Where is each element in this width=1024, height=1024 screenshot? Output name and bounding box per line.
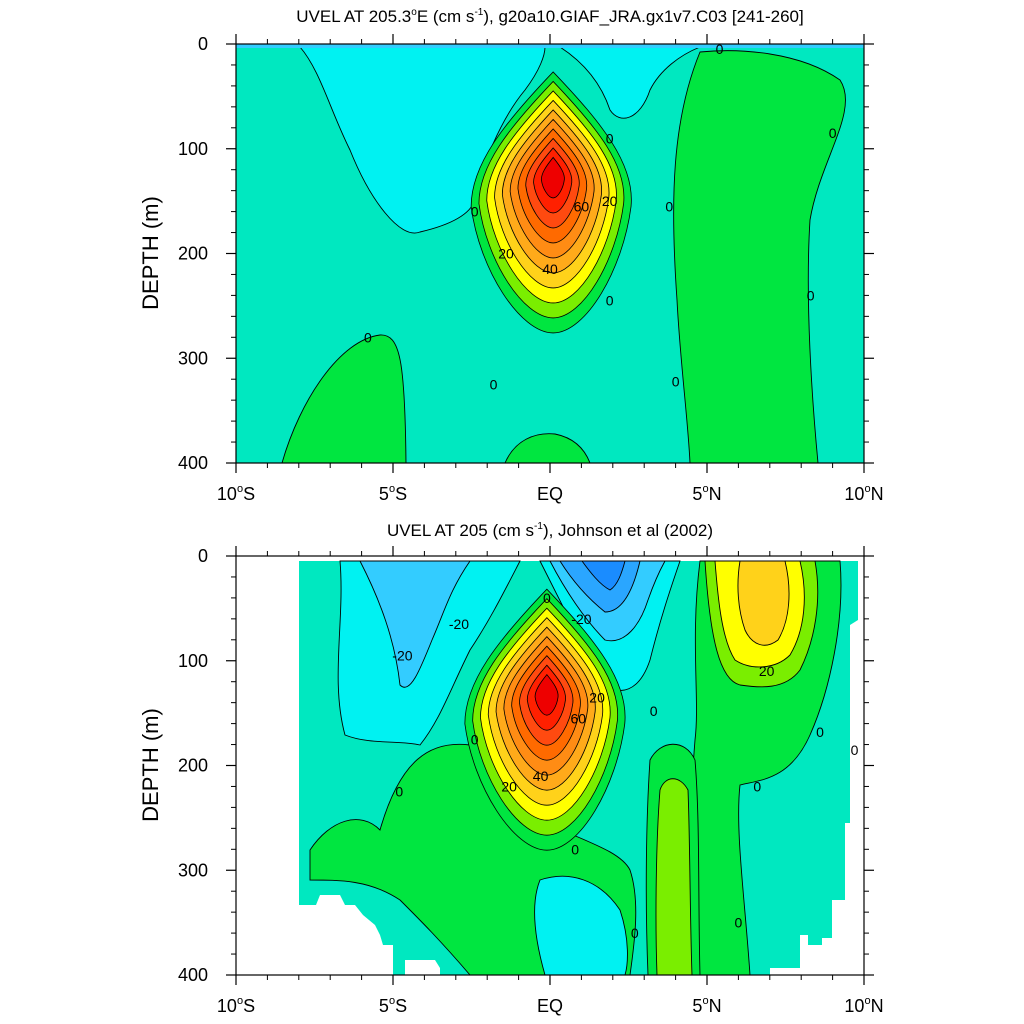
bottom-contour-label: 0 [816, 724, 824, 740]
bottom-x-tick-label: 5oN [692, 995, 721, 1016]
bottom-x-tick-label: 5oS [379, 995, 407, 1016]
bottom-contour-label: -20 [392, 648, 412, 664]
top-core-contour-band [540, 156, 565, 199]
bottom-contour-label: 0 [543, 590, 551, 606]
bottom-contour-label: 0 [571, 841, 579, 857]
top-positive-east-band [673, 50, 846, 463]
bottom-contour-label: 0 [735, 915, 743, 931]
bottom-contour-label: 0 [753, 778, 761, 794]
top-negative-region-west [299, 46, 546, 234]
bottom-contour-fill [299, 560, 858, 975]
bottom-core-contour-band [534, 674, 559, 716]
top-y-tick-label: 200 [178, 244, 208, 264]
top-x-tick-label: 5oS [379, 483, 407, 504]
bottom-contour-label: -20 [571, 611, 591, 627]
top-panel: UVEL AT 205.3oE (cm s-1), g20a10.GIAF_JR… [138, 7, 884, 504]
bottom-panel: UVEL AT 205 (cm s-1), Johnson et al (200… [138, 521, 884, 1016]
top-contour-label: 0 [665, 198, 673, 214]
bottom-contour-label: 20 [759, 663, 775, 679]
bottom-contour-label: 20 [501, 778, 517, 794]
bottom-x-tick-label: 10oS [217, 995, 255, 1016]
top-contour-label: 20 [602, 193, 618, 209]
top-panel-title: UVEL AT 205.3oE (cm s-1), g20a10.GIAF_JR… [296, 7, 803, 26]
top-contour-label: 0 [490, 376, 498, 392]
bottom-x-tick-label: 10oN [844, 995, 883, 1016]
top-contour-label: 0 [829, 125, 837, 141]
top-y-axis-title: DEPTH (m) [138, 196, 163, 310]
bottom-negative-west-inner [359, 560, 471, 688]
top-contour-label: 20 [498, 246, 514, 262]
top-y-tick-label: 0 [198, 34, 208, 54]
top-contour-label: 0 [672, 373, 680, 389]
top-contour-label: 0 [807, 287, 815, 303]
top-contour-labels: 0 0 0 0 0 20 60 20 40 0 0 0 0 0 [364, 41, 837, 392]
bottom-negative-north-40 [581, 560, 626, 591]
top-contour-label: 0 [606, 130, 614, 146]
bottom-y-tick-label: 0 [198, 546, 208, 566]
top-positive-s-patch [504, 433, 591, 463]
top-negative-region-north [558, 46, 701, 119]
top-contour-label: 40 [542, 261, 558, 277]
bottom-contour-label: 40 [533, 768, 549, 784]
top-contour-label: 0 [606, 293, 614, 309]
bottom-positive-east-30 [737, 560, 790, 646]
bottom-y-tick-label: 300 [178, 860, 208, 880]
top-contour-label: 0 [716, 41, 724, 57]
top-x-tick-label: EQ [537, 484, 563, 504]
top-undercurrent-core [470, 71, 632, 334]
bottom-panel-title: UVEL AT 205 (cm s-1), Johnson et al (200… [387, 521, 713, 540]
top-x-tick-label: 10oN [844, 483, 883, 504]
bottom-y-tick-label: 200 [178, 756, 208, 776]
top-contour-label: 60 [574, 198, 590, 214]
bottom-y-tick-label: 100 [178, 651, 208, 671]
bottom-contour-label: 0 [471, 731, 479, 747]
top-contour-label: 0 [471, 204, 479, 220]
bottom-contour-label: 0 [631, 925, 639, 941]
top-y-tick-label: 100 [178, 139, 208, 159]
bottom-contour-label: 0 [395, 784, 403, 800]
bottom-contour-label: 0 [650, 703, 658, 719]
bottom-x-tick-label: EQ [537, 996, 563, 1016]
top-y-tick-label: 400 [178, 453, 208, 473]
top-surface-strip [236, 44, 864, 48]
bottom-contour-label: -20 [449, 616, 469, 632]
bottom-y-tick-label: 400 [178, 965, 208, 985]
top-x-tick-label: 10oS [217, 483, 255, 504]
top-y-tick-label: 300 [178, 348, 208, 368]
bottom-contour-label: 0 [851, 742, 859, 758]
bottom-undercurrent-core [464, 588, 626, 851]
bottom-contour-label: 60 [570, 710, 586, 726]
bottom-negative-south [534, 875, 628, 975]
bottom-contour-label: 20 [589, 689, 605, 705]
bottom-positive-central-column-10 [655, 778, 693, 975]
bottom-y-axis-title: DEPTH (m) [138, 708, 163, 822]
top-contour-label: 0 [364, 329, 372, 345]
top-x-tick-label: 5oN [692, 483, 721, 504]
top-positive-sw-patch [281, 334, 407, 463]
